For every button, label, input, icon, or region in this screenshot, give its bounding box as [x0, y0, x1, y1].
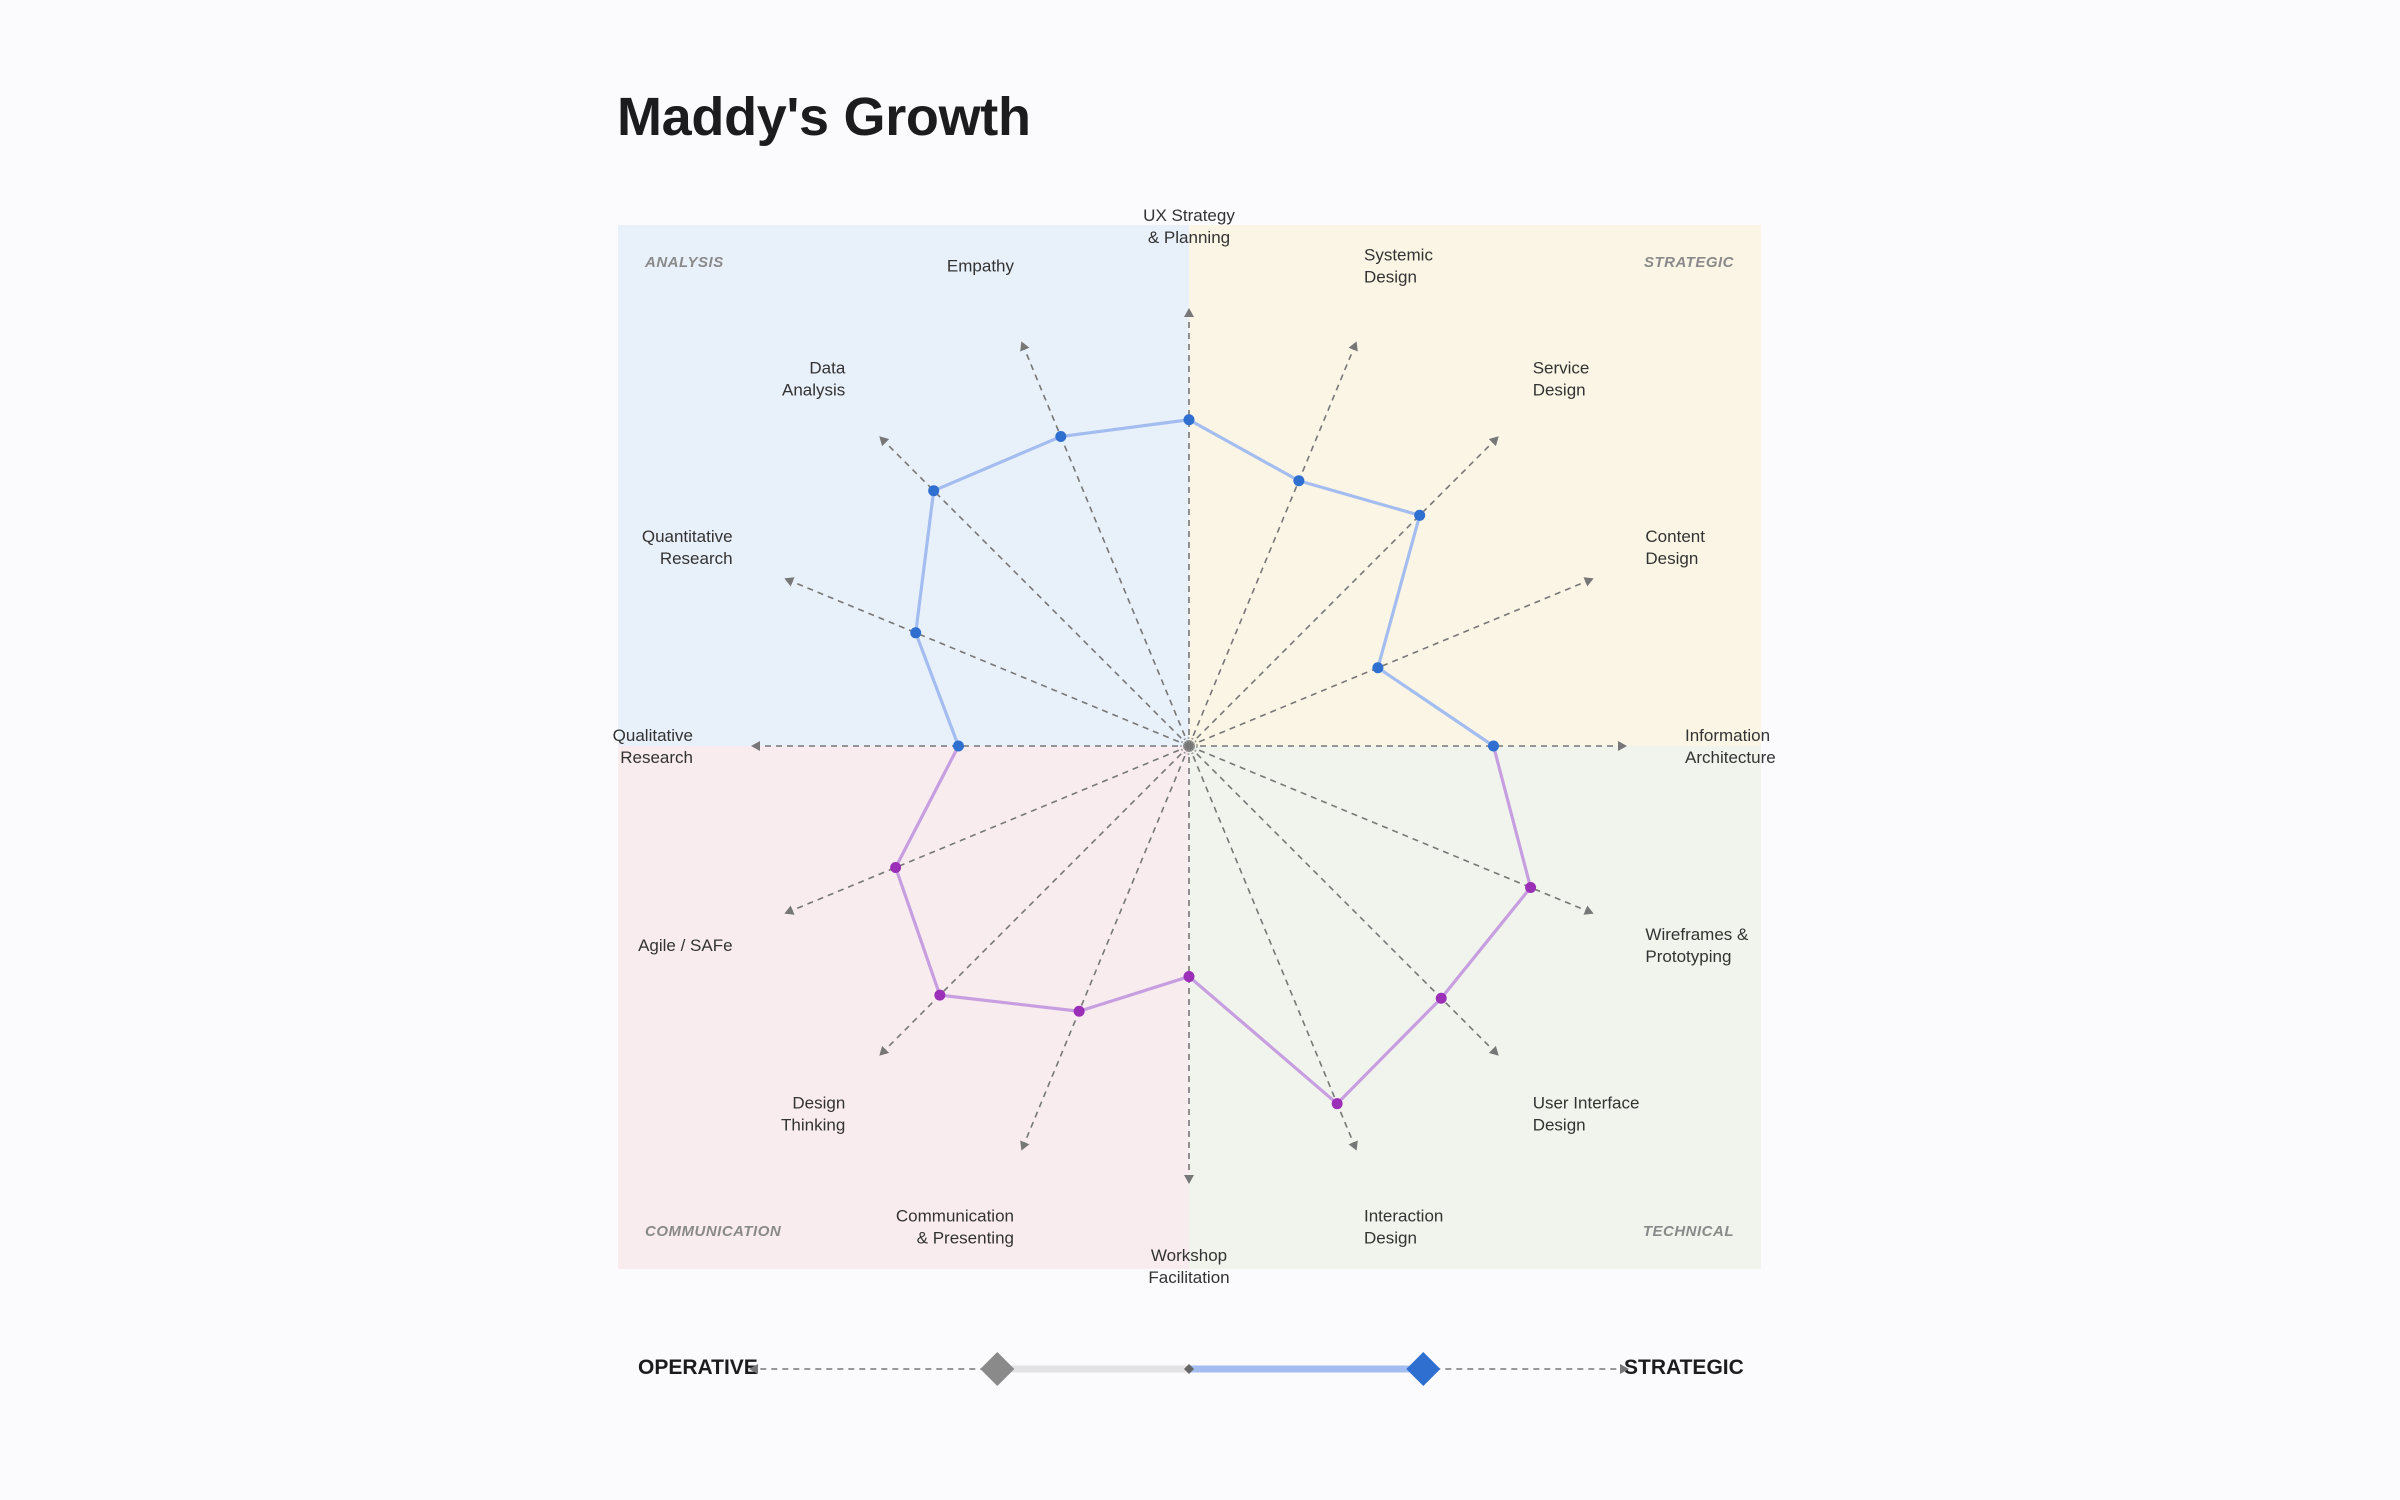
- data-point-wireframes-prototyping: [1525, 881, 1537, 893]
- data-point-workshop-facilitation: [1183, 971, 1195, 983]
- data-point-service-design: [1414, 509, 1426, 521]
- axis-label-workshop-facilitation: Workshop Facilitation: [1148, 1246, 1229, 1287]
- axis-label-ux-strategy-planning: UX Strategy & Planning: [1143, 206, 1235, 247]
- axis-label-service-design: Service Design: [1533, 358, 1590, 399]
- communication-quadrant-bg: [618, 746, 1189, 1269]
- profile-segment: [914, 489, 936, 635]
- profile-segment: [938, 993, 1081, 1013]
- axis-label-information-architecture: Information Architecture: [1685, 726, 1776, 767]
- analysis-quadrant-bg: [618, 225, 1189, 746]
- data-point-agile-safe: [890, 862, 902, 874]
- axis-label-quantitative-research: Quantitative Research: [642, 527, 733, 568]
- data-point-data-analysis: [928, 485, 940, 497]
- profile-segment: [1376, 513, 1422, 670]
- quadrant-label-technical: TECHNICAL: [1643, 1223, 1734, 1240]
- page-title: Maddy's Growth: [617, 87, 1031, 147]
- axis-label-design-thinking: Design Thinking: [781, 1094, 845, 1135]
- strategic-label: STRATEGIC: [1624, 1356, 1744, 1379]
- axis-label-qualitative-research: Qualitative Research: [613, 726, 693, 767]
- axis-label-agile-safe: Agile / SAFe: [638, 936, 733, 955]
- quadrant-label-strategic: STRATEGIC: [1644, 254, 1735, 271]
- data-point-quantitative-research: [910, 627, 922, 639]
- profile-segment: [1187, 418, 1301, 483]
- data-point-interaction-design: [1331, 1098, 1343, 1110]
- profile-segment: [1077, 974, 1191, 1013]
- axis-label-interaction-design: Interaction Design: [1364, 1206, 1443, 1247]
- data-point-design-thinking: [934, 989, 946, 1001]
- profile-segment: [914, 631, 961, 748]
- profile-segment: [894, 865, 942, 997]
- quadrant-label-communication: COMMUNICATION: [645, 1223, 782, 1240]
- profile-segment: [1059, 418, 1191, 439]
- profile-segment: [1376, 666, 1496, 748]
- profile-segment: [894, 744, 961, 870]
- profile-segment: [1439, 885, 1533, 1000]
- data-point-user-interface-design: [1435, 992, 1447, 1004]
- axis-label-empathy: Empathy: [947, 257, 1015, 276]
- profile-segment: [1335, 996, 1443, 1106]
- data-point-empathy: [1055, 431, 1067, 443]
- center-origin: [1180, 737, 1198, 755]
- technical-quadrant-bg: [1189, 746, 1761, 1269]
- profile-segment: [932, 434, 1063, 493]
- data-point-qualitative-research: [952, 740, 964, 752]
- profile-segment: [1187, 974, 1339, 1106]
- operative-label: OPERATIVE: [638, 1356, 758, 1379]
- profile-segment: [1297, 479, 1422, 517]
- profile-segment: [1491, 744, 1533, 890]
- quadrant-label-analysis: ANALYSIS: [644, 254, 724, 271]
- data-point-communication-presenting: [1073, 1005, 1085, 1017]
- data-point-systemic-design: [1293, 475, 1305, 487]
- data-point-ux-strategy-planning: [1183, 414, 1195, 426]
- axis-label-data-analysis: Data Analysis: [782, 358, 846, 399]
- axis-label-communication-presenting: Communication & Presenting: [896, 1206, 1014, 1247]
- axis-label-user-interface-design: User Interface Design: [1533, 1094, 1640, 1135]
- strategic-quadrant-bg: [1189, 225, 1761, 746]
- axis-label-wireframes-prototyping: Wireframes & Prototyping: [1645, 925, 1749, 966]
- data-point-information-architecture: [1488, 740, 1499, 752]
- axis-label-content-design: Content Design: [1645, 527, 1705, 568]
- axis-label-systemic-design: Systemic Design: [1364, 246, 1433, 287]
- data-point-content-design: [1372, 662, 1384, 674]
